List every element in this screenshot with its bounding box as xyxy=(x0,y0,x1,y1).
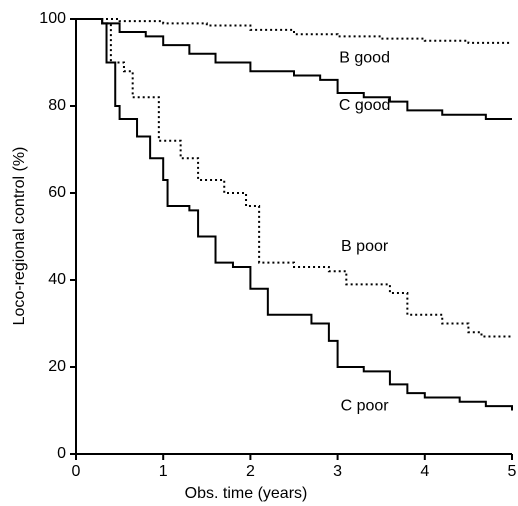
curve-label: C good xyxy=(339,97,391,114)
x-axis-label: Obs. time (years) xyxy=(185,485,308,502)
y-tick-label: 20 xyxy=(48,358,66,375)
survival-curve xyxy=(76,18,512,121)
axes xyxy=(75,19,512,455)
y-tick-label: 40 xyxy=(48,271,66,288)
y-tick-label: 60 xyxy=(48,184,66,201)
curve-label: B poor xyxy=(341,238,389,255)
x-tick-label: 4 xyxy=(420,463,429,480)
survival-curve xyxy=(76,18,513,411)
x-tick-label: 2 xyxy=(246,463,255,480)
y-axis-label: Loco-regional control (%) xyxy=(11,147,28,326)
y-tick-label: 0 xyxy=(57,445,66,462)
survival-curve xyxy=(76,18,512,338)
y-tick-label: 100 xyxy=(39,10,66,27)
y-tick-label: 80 xyxy=(48,97,66,114)
x-tick-label: 0 xyxy=(72,463,81,480)
x-tick-label: 5 xyxy=(508,463,517,480)
x-tick-label: 3 xyxy=(333,463,342,480)
curve-label: C poor xyxy=(341,397,390,414)
curve-label: B good xyxy=(339,49,390,66)
survival-curve xyxy=(76,18,512,44)
x-tick-label: 1 xyxy=(159,463,168,480)
